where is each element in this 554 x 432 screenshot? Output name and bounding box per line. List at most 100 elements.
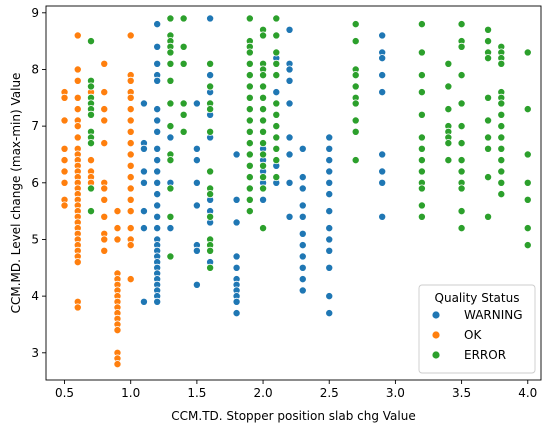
point-ok <box>100 105 109 114</box>
legend-marker-ok <box>431 330 441 340</box>
point-warning <box>192 201 201 210</box>
point-error <box>166 252 175 261</box>
x-tick-label: 0.5 <box>55 386 74 400</box>
point-error <box>484 173 493 182</box>
point-ok <box>126 207 135 216</box>
points-layer <box>60 14 532 369</box>
point-warning <box>285 76 294 85</box>
point-warning <box>259 195 268 204</box>
point-warning <box>232 263 241 272</box>
point-warning <box>166 133 175 142</box>
point-error <box>245 14 254 23</box>
point-error <box>484 116 493 125</box>
point-error <box>259 184 268 193</box>
x-tick-label: 2.5 <box>320 386 339 400</box>
point-ok <box>73 76 82 85</box>
point-error <box>245 127 254 136</box>
point-error <box>457 99 466 108</box>
x-tick-label: 1.0 <box>121 386 140 400</box>
point-ok <box>73 105 82 114</box>
point-error <box>87 82 96 91</box>
point-error <box>444 59 453 68</box>
point-warning <box>206 14 215 23</box>
point-error <box>245 71 254 80</box>
point-error <box>351 37 360 46</box>
point-error <box>417 48 426 57</box>
point-error <box>179 42 188 51</box>
point-error <box>259 173 268 182</box>
x-axis-label: CCM.TD. Stopper position slab chg Value <box>171 409 415 423</box>
point-ok <box>126 184 135 193</box>
point-warning <box>139 297 148 306</box>
point-warning <box>378 88 387 97</box>
point-error <box>245 116 254 125</box>
point-error <box>272 48 281 57</box>
x-tick-label: 4.0 <box>518 386 537 400</box>
point-warning <box>325 133 334 142</box>
point-warning <box>153 127 162 136</box>
point-error <box>259 93 268 102</box>
point-warning <box>325 207 334 216</box>
point-warning <box>298 286 307 295</box>
point-ok <box>60 144 69 153</box>
point-error <box>484 212 493 221</box>
point-warning <box>153 42 162 51</box>
legend-box <box>418 284 536 374</box>
y-tick-label: 4 <box>31 289 39 303</box>
point-error <box>179 99 188 108</box>
point-warning <box>325 246 334 255</box>
legend-marker-error <box>431 350 441 360</box>
point-warning <box>325 144 334 153</box>
point-error <box>206 82 215 91</box>
point-warning <box>378 54 387 63</box>
point-error <box>417 156 426 165</box>
point-error <box>272 144 281 153</box>
point-error <box>259 161 268 170</box>
point-ok <box>126 275 135 284</box>
point-warning <box>153 76 162 85</box>
point-warning <box>272 88 281 97</box>
point-error <box>245 82 254 91</box>
point-warning <box>298 229 307 238</box>
point-error <box>523 150 532 159</box>
point-ok <box>73 303 82 312</box>
point-ok <box>60 167 69 176</box>
point-error <box>417 88 426 97</box>
point-ok <box>126 127 135 136</box>
point-ok <box>113 326 122 335</box>
point-error <box>444 156 453 165</box>
point-ok <box>73 93 82 102</box>
point-error <box>206 127 215 136</box>
point-error <box>523 224 532 233</box>
point-error <box>417 20 426 29</box>
point-error <box>457 224 466 233</box>
legend-label-ok: OK <box>464 328 482 342</box>
point-ok <box>113 207 122 216</box>
point-warning <box>153 212 162 221</box>
point-error <box>87 37 96 46</box>
point-warning <box>285 99 294 108</box>
point-error <box>166 156 175 165</box>
point-error <box>417 133 426 142</box>
point-warning <box>192 280 201 289</box>
point-ok <box>100 116 109 125</box>
point-error <box>417 71 426 80</box>
point-error <box>457 156 466 165</box>
point-warning <box>153 178 162 187</box>
point-warning <box>232 297 241 306</box>
point-error <box>87 207 96 216</box>
point-ok <box>100 246 109 255</box>
point-ok <box>100 235 109 244</box>
point-warning <box>232 252 241 261</box>
point-error <box>259 31 268 40</box>
point-error <box>259 105 268 114</box>
point-warning <box>325 292 334 301</box>
point-error <box>166 14 175 23</box>
point-error <box>245 139 254 148</box>
point-error <box>166 48 175 57</box>
point-warning <box>325 167 334 176</box>
point-warning <box>153 190 162 199</box>
point-warning <box>232 195 241 204</box>
point-ok <box>60 178 69 187</box>
point-warning <box>153 224 162 233</box>
